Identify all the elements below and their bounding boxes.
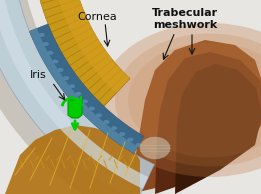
- Polygon shape: [0, 0, 155, 194]
- Text: Cornea: Cornea: [77, 12, 117, 22]
- Polygon shape: [0, 0, 172, 194]
- Polygon shape: [155, 52, 261, 194]
- Polygon shape: [29, 24, 144, 153]
- Polygon shape: [32, 0, 130, 106]
- Text: Trabecular
meshwork: Trabecular meshwork: [152, 8, 218, 30]
- Polygon shape: [50, 0, 130, 93]
- Polygon shape: [68, 100, 82, 118]
- Ellipse shape: [115, 34, 261, 166]
- Ellipse shape: [43, 42, 49, 46]
- Polygon shape: [29, 28, 138, 153]
- Ellipse shape: [100, 23, 261, 177]
- Polygon shape: [130, 40, 261, 194]
- Ellipse shape: [128, 43, 261, 157]
- Ellipse shape: [111, 126, 117, 130]
- Polygon shape: [175, 64, 261, 194]
- Ellipse shape: [140, 137, 170, 159]
- Ellipse shape: [63, 76, 69, 80]
- Ellipse shape: [103, 120, 109, 124]
- Ellipse shape: [52, 60, 58, 63]
- Ellipse shape: [89, 107, 95, 110]
- Text: Iris: Iris: [30, 70, 47, 80]
- Ellipse shape: [75, 92, 81, 96]
- Ellipse shape: [136, 143, 142, 147]
- Ellipse shape: [69, 84, 75, 88]
- Ellipse shape: [127, 138, 133, 142]
- Ellipse shape: [119, 132, 125, 136]
- Polygon shape: [0, 0, 169, 194]
- Ellipse shape: [48, 51, 54, 55]
- Ellipse shape: [39, 33, 45, 37]
- Ellipse shape: [82, 99, 88, 103]
- Ellipse shape: [96, 113, 102, 117]
- Polygon shape: [5, 125, 140, 194]
- Ellipse shape: [58, 68, 64, 72]
- Polygon shape: [0, 0, 149, 189]
